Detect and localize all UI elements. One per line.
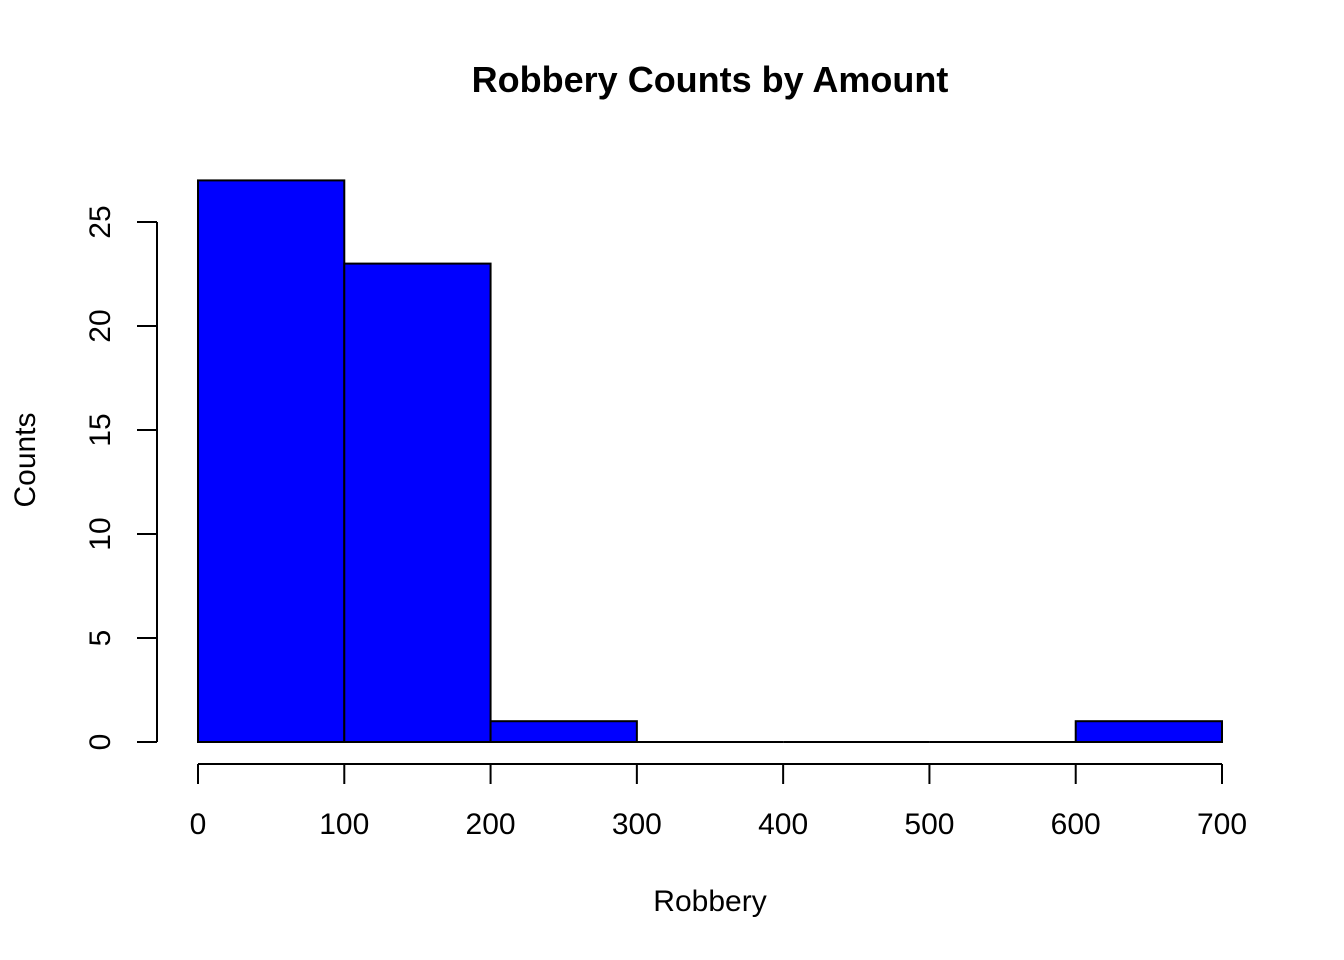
x-tick-label: 0 — [190, 808, 207, 841]
histogram-bar-6 — [1074, 720, 1223, 744]
x-tick-label: 100 — [319, 808, 369, 841]
x-tick-label: 500 — [904, 808, 954, 841]
x-axis-label: Robbery — [653, 885, 766, 918]
histogram-bar-0 — [197, 179, 346, 743]
y-tick-label: 15 — [84, 413, 117, 446]
y-tick-label: 5 — [84, 630, 117, 647]
x-tick-label: 200 — [466, 808, 516, 841]
chart-title: Robbery Counts by Amount — [472, 59, 949, 100]
y-axis: 0 5 10 15 20 25 — [84, 205, 158, 751]
x-tick-label: 600 — [1051, 808, 1101, 841]
histogram-bar-1 — [343, 262, 492, 743]
x-tick-label: 300 — [612, 808, 662, 841]
x-tick-label: 400 — [758, 808, 808, 841]
y-tick-label: 25 — [84, 205, 117, 238]
histogram-bar-2 — [489, 720, 638, 744]
y-tick-label: 20 — [84, 309, 117, 342]
x-axis: 0 100 200 300 400 500 600 700 — [190, 763, 1247, 841]
bars-group — [197, 179, 1223, 744]
x-tick-label: 700 — [1197, 808, 1247, 841]
y-axis-label: Counts — [9, 412, 42, 507]
y-tick-label: 10 — [84, 517, 117, 550]
y-tick-label: 0 — [84, 734, 117, 751]
